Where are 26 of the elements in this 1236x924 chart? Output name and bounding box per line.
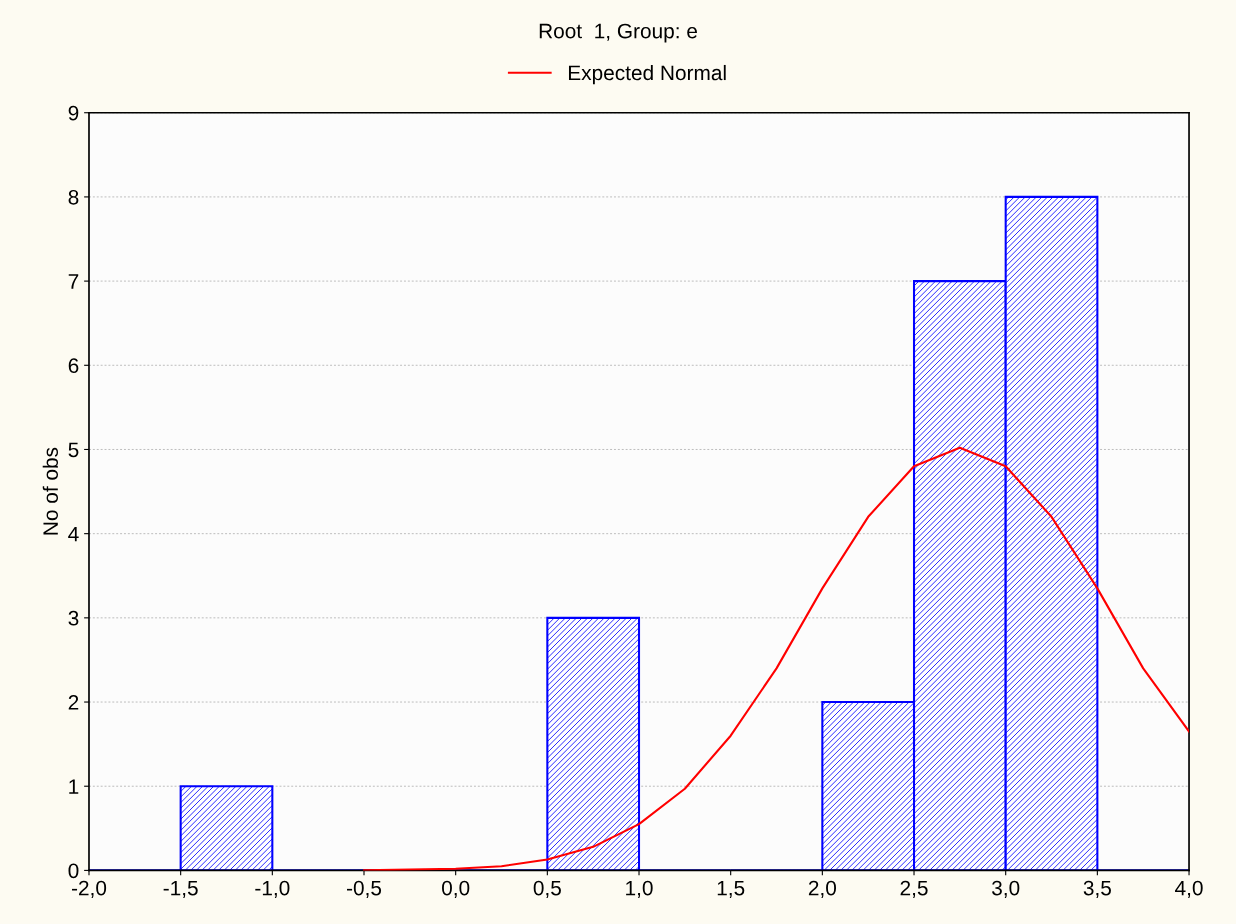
y-tick-label: 6 <box>68 358 79 374</box>
x-tick-label: 1,5 <box>717 880 745 898</box>
y-tick-label: 7 <box>68 274 79 289</box>
x-tick-label: 3,0 <box>992 880 1020 898</box>
x-tick-label: -0,5 <box>346 880 382 898</box>
y-tick-label: 3 <box>68 610 79 626</box>
x-tick-label: 1,0 <box>626 880 653 898</box>
y-tick-label: 2 <box>68 695 79 710</box>
x-tick-label: 2,5 <box>900 880 928 898</box>
x-tick-label: 2,0 <box>808 880 837 898</box>
x-tick-label: 3,5 <box>1083 880 1111 898</box>
y-tick-label: 1 <box>69 779 79 794</box>
y-tick-label: 4 <box>68 526 79 542</box>
y-tick-label: 0 <box>68 863 79 879</box>
legend-label: Expected Normal <box>568 64 726 85</box>
y-tick-label: 8 <box>68 189 79 205</box>
chart-title: Root 1, Group: e <box>539 23 697 43</box>
x-tick-label: 4,0 <box>1175 880 1203 898</box>
x-tick-label: -1,5 <box>163 880 198 898</box>
x-tick-label: 0,0 <box>442 880 470 898</box>
y-axis-title: No of obs <box>42 447 59 535</box>
x-tick-label: 0,5 <box>533 880 561 898</box>
y-tick-label: 5 <box>68 442 79 458</box>
x-tick-label: -1,0 <box>255 880 290 898</box>
y-tick-label: 9 <box>68 105 79 121</box>
x-tick-label: -2,0 <box>71 880 107 898</box>
